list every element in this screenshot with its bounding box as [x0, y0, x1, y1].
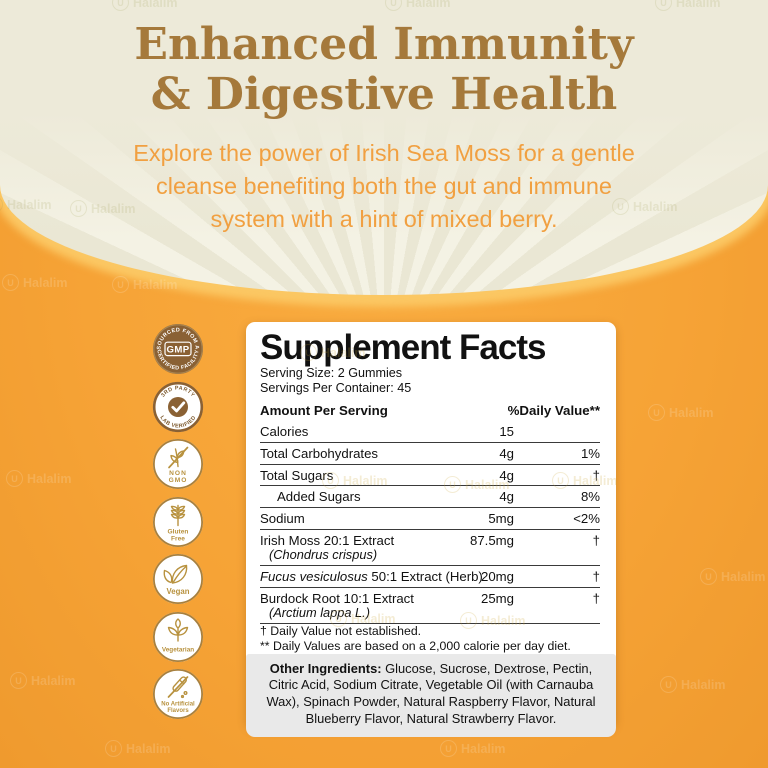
nutrient-name: Fucus vesiculosus 50:1 Extract (Herb)	[260, 568, 483, 584]
vegetarian-label: Vegetarian	[162, 646, 194, 653]
nutrient-dv: 8%	[580, 489, 600, 505]
nutrient-name: Added Sugars	[277, 489, 361, 505]
nutrient-dv: <2%	[573, 510, 600, 526]
nutrient-dv: †	[592, 467, 600, 483]
non-gmo-label-1: NON	[169, 470, 187, 477]
subtitle-line-3: system with a hint of mixed berry.	[210, 206, 558, 233]
subtitle-line-2: cleanse benefiting both the gut and immu…	[156, 173, 612, 200]
header: Enhanced Immunity & Digestive Health Exp…	[0, 20, 768, 236]
nutrient-name: Burdock Root 10:1 Extract (Arctium lappa …	[260, 590, 414, 620]
title-line-1: Enhanced Immunity	[134, 19, 634, 70]
nutrient-amount: 4g	[499, 445, 514, 461]
watermark-icon: U	[112, 0, 129, 11]
gluten-free-label-2: Free	[171, 535, 185, 542]
other-ingredients-label: Other Ingredients:	[269, 660, 382, 676]
page-title: Enhanced Immunity & Digestive Health	[0, 20, 768, 119]
other-ingredients: Other Ingredients: Glucose, Sucrose, Dex…	[246, 653, 616, 737]
nutrient-dv: †	[592, 590, 600, 606]
non-gmo-label-2: GMO	[169, 477, 188, 484]
nutrient-dv: †	[592, 568, 600, 584]
footnote-daily-values: ** Daily Values are based on a 2,000 cal…	[260, 638, 571, 653]
table-row-total-sugars: Total Sugars 4g †	[260, 465, 600, 487]
vegetarian-badge: Vegetarian	[152, 611, 204, 662]
table-row-sodium: Sodium 5mg <2%	[260, 508, 600, 530]
nutrient-amount: 20mg	[481, 568, 514, 584]
title-line-2: & Digestive Health	[150, 68, 618, 120]
nutrient-name: Total Carbohydrates	[260, 445, 379, 461]
vegan-badge: Vegan	[152, 553, 204, 605]
watermark: U Halalim	[112, 0, 177, 11]
gluten-free-label-1: Gluten	[168, 528, 189, 535]
column-amount-per-serving: Amount Per Serving	[260, 403, 388, 419]
gmp-badge: SOURCED FROM A CERTIFIED FACILITY GMP	[153, 324, 203, 374]
table-header: Amount Per Serving %Daily Value**	[260, 399, 600, 421]
no-artificial-flavors-label-2: Flavors	[167, 708, 189, 714]
wheat-icon	[170, 504, 186, 526]
watermark-text: Halalim	[133, 0, 178, 10]
nutrient-name: Calories	[260, 424, 309, 440]
header-dome-rays	[0, 0, 768, 295]
nutrient-dv: †	[592, 532, 600, 548]
nutrient-name: Total Sugars	[260, 467, 334, 483]
nutrient-amount: 5mg	[488, 510, 514, 526]
non-gmo-badge: NON GMO	[152, 438, 204, 490]
nutrient-amount: 25mg	[481, 590, 514, 606]
nutrient-name: Sodium	[260, 510, 305, 526]
crossed-dropper-icon	[167, 676, 189, 699]
leaves-icon	[163, 564, 188, 584]
nutrient-amount: 4g	[499, 467, 514, 483]
crossed-plant-icon	[168, 446, 189, 469]
table-row-total-carbohydrates: Total Carbohydrates 4g 1%	[260, 443, 600, 465]
footnote-dagger: † Daily Value not established.	[260, 624, 422, 639]
third-party-lab-verified-badge: 3RD PARTY LAB VERIFIED	[152, 381, 204, 432]
no-artificial-flavors-label-1: No Artificial	[161, 702, 195, 708]
servings-per-container: Servings Per Container: 45	[260, 380, 412, 395]
nutrient-dv: 1%	[580, 445, 600, 461]
table-row-calories: Calories 15	[260, 421, 600, 443]
no-artificial-flavors-badge: No Artificial Flavors	[152, 668, 204, 720]
supplement-facts-panel: Supplement Facts Serving Size: 2 Gummies…	[246, 322, 616, 737]
table-row-burdock-root: Burdock Root 10:1 Extract (Arctium lappa …	[260, 588, 600, 625]
subtitle-line-1: Explore the power of Irish Sea Moss for …	[133, 140, 635, 167]
nutrient-name: Irish Moss 20:1 Extract (Chondrus crispus…	[260, 532, 395, 562]
gmp-label: GMP	[166, 344, 189, 355]
nutrient-amount: 4g	[499, 489, 514, 505]
gluten-free-badge: Gluten Free	[152, 496, 204, 547]
nutrient-amount: 15	[499, 424, 514, 440]
vegan-label: Vegan	[167, 587, 190, 596]
table-row-irish-moss: Irish Moss 20:1 Extract (Chondrus crispus…	[260, 530, 600, 566]
other-ingredients-text: Glucose, Sucrose, Dextrose, Pectin, Citr…	[266, 660, 596, 726]
gmp-badge-circle	[153, 324, 203, 374]
checkmark-icon	[171, 400, 186, 412]
table-row-added-sugars: Added Sugars 4g 8%	[260, 486, 600, 508]
certification-badges: SOURCED FROM A CERTIFIED FACILITY GMP 3R…	[152, 323, 204, 726]
column-daily-value: %Daily Value**	[507, 403, 600, 419]
nutrient-amount: 87.5mg	[470, 532, 514, 548]
table-row-fucus-vesiculosus: Fucus vesiculosus 50:1 Extract (Herb) 20…	[260, 566, 600, 588]
serving-size: Serving Size: 2 Gummies	[260, 366, 403, 381]
sprout-icon	[167, 617, 189, 642]
subtitle: Explore the power of Irish Sea Moss for …	[0, 137, 768, 236]
